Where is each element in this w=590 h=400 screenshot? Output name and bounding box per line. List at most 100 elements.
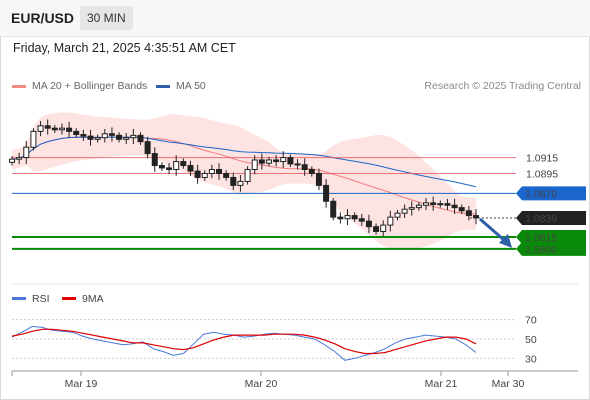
candle-body xyxy=(430,202,437,205)
resistance-label-0: 1.0915 xyxy=(526,153,558,165)
pivot-label-2: 1.0870 xyxy=(525,188,557,200)
candle-body xyxy=(30,130,37,148)
candle-body xyxy=(401,208,408,214)
candle-body xyxy=(208,168,215,174)
candle-body xyxy=(444,203,451,206)
rsi-tick-1: 50 xyxy=(525,334,537,346)
candle-body xyxy=(230,176,237,186)
rsi-legend-swatch xyxy=(12,297,26,300)
support-label-3: 1.0815 xyxy=(525,232,557,244)
resistance-label-1: 1.0895 xyxy=(526,168,558,180)
candle-body xyxy=(380,224,387,232)
candle-body xyxy=(123,137,130,140)
rsi-ma-legend-swatch xyxy=(62,297,76,300)
symbol-title: EUR/USD xyxy=(11,10,75,26)
candle-body xyxy=(223,172,230,178)
candle-body xyxy=(244,168,251,182)
forecast-arrow-head xyxy=(499,233,512,248)
candle-body xyxy=(337,216,344,220)
candle-body xyxy=(144,141,151,155)
candle-body xyxy=(130,134,137,139)
rsi-legend-label: RSI xyxy=(32,293,50,305)
candle-body xyxy=(280,157,287,163)
candle-body xyxy=(273,159,280,163)
legend-ma50: MA 50 xyxy=(156,80,206,92)
candle-body xyxy=(51,127,58,131)
candle-body xyxy=(158,165,165,169)
candle-body xyxy=(180,161,187,167)
bollinger-swatch xyxy=(12,84,26,88)
current-price-tag xyxy=(516,210,586,225)
support-label-4: 1.0800 xyxy=(525,244,557,256)
candle-body xyxy=(451,204,458,209)
time-label-2: Mar 21 xyxy=(425,378,458,390)
timeframe-button[interactable]: 30 MIN xyxy=(80,6,133,30)
current-price-label: 1.0839 xyxy=(525,213,557,225)
legend-bollinger-label: MA 20 + Bollinger Bands xyxy=(32,80,148,92)
datetime-label: Friday, March 21, 2025 4:35:51 AM CET xyxy=(13,41,236,55)
candle-body xyxy=(365,220,372,228)
candle-body xyxy=(344,215,351,220)
forecast-arrow-shaft xyxy=(479,217,506,243)
time-label-3: Mar 30 xyxy=(492,378,525,390)
candle-body xyxy=(408,207,415,210)
candle-body xyxy=(315,172,322,186)
candle-body xyxy=(116,134,123,140)
candle-body xyxy=(373,226,380,232)
candle-body xyxy=(287,157,294,165)
candle-body xyxy=(458,207,465,212)
candle-body xyxy=(9,158,15,163)
candle-body xyxy=(415,204,422,209)
rsi-line xyxy=(11,325,477,361)
candle-body xyxy=(137,134,144,143)
candle-body xyxy=(216,168,223,174)
candle-body xyxy=(16,157,23,160)
candle-body xyxy=(37,125,44,132)
candle-body xyxy=(251,159,258,170)
candle-body xyxy=(66,127,73,132)
candle-body xyxy=(465,210,472,217)
pivot-tag-2 xyxy=(516,186,586,201)
time-label-0: Mar 19 xyxy=(65,378,98,390)
candle-body xyxy=(166,167,173,170)
candle-body xyxy=(44,125,51,129)
rsi-tick-2: 30 xyxy=(525,353,537,365)
support-tag-4 xyxy=(516,241,586,256)
candle-body xyxy=(108,133,115,136)
candle-body xyxy=(394,212,401,218)
candle-body xyxy=(423,202,430,206)
legend-ma50-label: MA 50 xyxy=(176,80,206,92)
rsi-ma-legend-label: 9MA xyxy=(82,293,104,305)
candle-body xyxy=(301,164,308,170)
ma50-swatch xyxy=(156,84,170,88)
candle-body xyxy=(323,184,330,202)
candle-body xyxy=(308,168,315,174)
candle-body xyxy=(151,153,158,167)
candle-body xyxy=(351,215,358,220)
candle-body xyxy=(173,161,180,170)
time-label-1: Mar 20 xyxy=(245,378,278,390)
rsi-tick-0: 70 xyxy=(525,315,537,327)
candle-body xyxy=(58,127,65,131)
research-credit: Research © 2025 Trading Central xyxy=(424,80,581,92)
candle-body xyxy=(294,163,301,166)
bollinger-bands-area xyxy=(12,112,476,250)
candle-body xyxy=(201,172,208,178)
candle-body xyxy=(387,216,394,226)
candle-body xyxy=(358,218,365,222)
rsi-ma-line xyxy=(11,328,477,355)
candle-body xyxy=(187,165,194,172)
candle-body xyxy=(80,134,87,137)
candle-body xyxy=(265,159,272,164)
support-tag-3 xyxy=(516,230,586,245)
candle-body xyxy=(87,135,94,140)
candle-body xyxy=(437,203,444,206)
candle-body xyxy=(237,180,244,186)
candle-body xyxy=(23,146,30,159)
top-bar: EUR/USD 30 MIN xyxy=(0,0,590,37)
candle-body xyxy=(330,200,337,218)
candle-body xyxy=(258,159,265,164)
candle-body xyxy=(94,137,101,140)
candle-body xyxy=(194,170,201,178)
